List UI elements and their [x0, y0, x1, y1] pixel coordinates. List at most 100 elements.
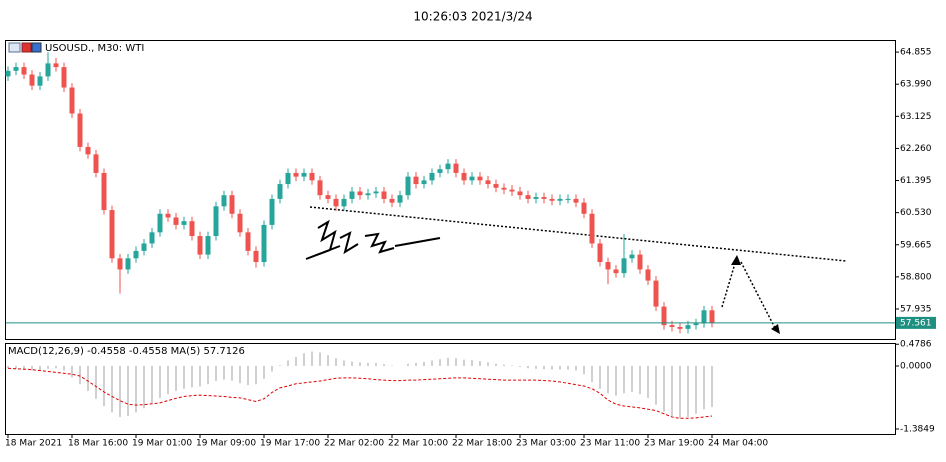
candle-body	[45, 63, 51, 77]
candle-body	[669, 325, 675, 328]
y-tick-label: 63.990	[900, 80, 932, 90]
candle-body	[53, 63, 59, 68]
candle-body	[693, 323, 699, 326]
candle-body	[333, 198, 339, 207]
candle-body	[469, 176, 475, 181]
candle-body	[701, 310, 707, 324]
chart-title: USOUSD., M30: WTI	[45, 43, 144, 54]
candle-body	[541, 197, 547, 199]
timestamp: 10:26:03 2021/3/24	[413, 10, 532, 24]
candle-body	[485, 180, 491, 185]
signature	[305, 219, 441, 260]
candle-body	[589, 213, 595, 244]
candle-body	[21, 67, 27, 75]
candle-body	[13, 67, 19, 71]
candle-body	[149, 232, 155, 244]
candle-body	[429, 172, 435, 181]
candle-body	[621, 258, 627, 274]
candle-body	[101, 172, 107, 211]
candle-body	[461, 172, 467, 181]
candle-body	[165, 213, 171, 218]
candle-body	[341, 198, 347, 207]
candle-body	[389, 198, 395, 203]
trend-line	[309, 206, 847, 262]
candle-body	[309, 172, 315, 181]
candle-body	[189, 221, 195, 237]
candle-body	[173, 217, 179, 225]
y-tick-label: 61.395	[900, 176, 932, 186]
candle-body	[581, 202, 587, 214]
candle-body	[85, 146, 91, 155]
x-tick-label: 24 Mar 04:00	[708, 439, 768, 449]
candle-body	[285, 172, 291, 185]
candle-body	[117, 258, 123, 270]
indicator-title: MACD(12,26,9) -0.4558 -0.4558 MA(5) 57.7…	[8, 346, 245, 357]
candle-body	[477, 176, 483, 181]
macd-pane-frame	[5, 343, 896, 435]
x-tick-label: 18 Mar 16:00	[68, 439, 128, 449]
candle-body	[573, 198, 579, 203]
candle-body	[125, 258, 131, 270]
candle-body	[453, 163, 459, 173]
candle-body	[501, 187, 507, 190]
candle-body	[405, 176, 411, 196]
candle-body	[157, 213, 163, 233]
candle-body	[533, 197, 539, 199]
candle-body	[301, 172, 307, 177]
y-tick-label: 0.0000	[900, 362, 932, 372]
x-tick-label: 19 Mar 01:00	[132, 439, 192, 449]
y-tick-label: 57.935	[900, 304, 932, 314]
symbol-icons	[8, 42, 42, 53]
candle-body	[613, 269, 619, 274]
candle-body	[349, 191, 355, 199]
candle-body	[677, 327, 683, 329]
candle-body	[77, 113, 83, 147]
x-tick-label: 23 Mar 03:00	[516, 439, 576, 449]
current-price-label: 57.561	[900, 318, 932, 328]
candle-body	[357, 191, 363, 196]
candle-body	[29, 74, 35, 86]
candle-body	[141, 243, 147, 251]
candle-body	[61, 67, 67, 88]
candle-body	[637, 254, 643, 270]
candle-body	[37, 76, 43, 86]
x-tick-label: 22 Mar 02:00	[324, 439, 384, 449]
candle-body	[181, 221, 187, 225]
y-tick-label: 62.260	[900, 144, 932, 154]
arrow-up	[721, 255, 741, 308]
candle-body	[109, 210, 115, 259]
candle-body	[445, 163, 451, 170]
candle-body	[293, 172, 299, 177]
candle-body	[221, 195, 227, 207]
candle-body	[229, 195, 235, 214]
candle-body	[653, 280, 659, 307]
candle-body	[5, 70, 11, 77]
candle-body	[397, 195, 403, 203]
candle-body	[557, 198, 563, 201]
candle-body	[133, 250, 139, 259]
candle-body	[213, 206, 219, 237]
candle-body	[69, 87, 75, 114]
y-tick-label: 58.800	[900, 272, 932, 282]
candle-body	[549, 198, 555, 201]
y-tick-label: 0.4786	[900, 340, 932, 350]
candle-body	[325, 195, 331, 199]
signal-line	[7, 367, 713, 419]
candle-body	[509, 189, 515, 192]
x-tick-label: 22 Mar 10:00	[388, 439, 448, 449]
candle-body	[205, 236, 211, 255]
candle-body	[317, 180, 323, 196]
price-pane-frame	[5, 40, 896, 340]
candle-body	[685, 325, 691, 329]
candle-body	[261, 224, 267, 263]
candle-body	[517, 191, 523, 196]
candle-body	[493, 184, 499, 188]
arrow-down	[740, 261, 780, 334]
x-tick-label: 23 Mar 19:00	[644, 439, 704, 449]
x-tick-label: 23 Mar 11:00	[580, 439, 640, 449]
y-tick-label: 59.665	[900, 240, 932, 250]
candle-body	[373, 191, 379, 194]
candle-body	[237, 213, 243, 233]
